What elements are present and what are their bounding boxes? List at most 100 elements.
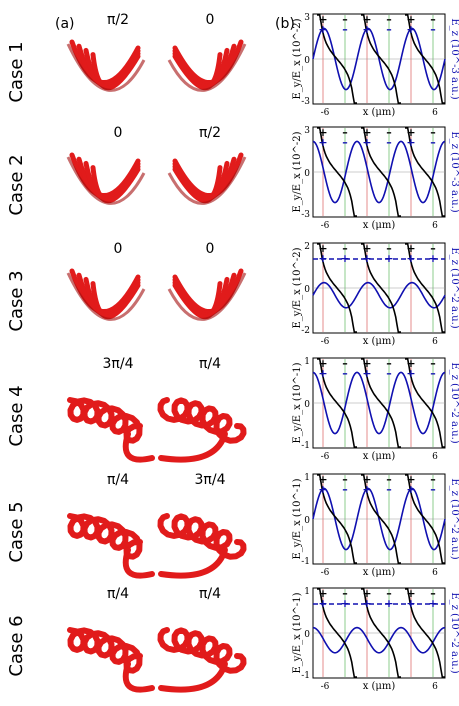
case-label: Case 3 [6, 270, 27, 331]
sign-marker-top: – [342, 587, 348, 600]
ey-ratio-series-line [317, 127, 357, 217]
sign-marker-top: + [406, 126, 415, 139]
sign-marker-top: + [318, 473, 327, 486]
sign-marker-bottom: + [406, 252, 415, 265]
ey-ratio-series-line [405, 127, 445, 217]
left-axis-label: E_y/E_x (10^-1) [292, 478, 303, 559]
x-axis-label: x (μm) [363, 451, 396, 462]
sign-marker-top: – [386, 357, 392, 370]
ey-ratio-series-line [405, 588, 445, 678]
sign-marker-bottom: – [342, 136, 348, 149]
sign-marker-bottom: + [428, 597, 437, 610]
sign-marker-bottom: – [430, 483, 436, 496]
sign-marker-top: + [362, 587, 371, 600]
sign-marker-top: – [430, 587, 436, 600]
sign-marker-bottom: + [406, 23, 415, 36]
sign-marker-bottom: + [428, 252, 437, 265]
y-tick-label: 1 [304, 357, 310, 367]
case-row: Case 2 0 π/2 + – + – + – + – + – + – 3 0 -3E_y/E_x (10^-2… [6, 125, 459, 231]
left-axis-label: E_y/E_x (10^-2) [292, 247, 303, 328]
phase-left-label: 3π/4 [103, 356, 134, 372]
panel-a-label: (a) [55, 16, 75, 32]
sign-marker-top: – [386, 587, 392, 600]
ez-series-line [312, 487, 446, 551]
sign-marker-top: – [342, 242, 348, 255]
sign-marker-bottom: + [318, 252, 327, 265]
helix-icon [66, 268, 146, 321]
y-tick-label: 1 [304, 473, 310, 483]
sign-marker-bottom: + [362, 597, 371, 610]
sign-marker-bottom: + [406, 483, 415, 496]
ez-series-line [312, 140, 446, 204]
sign-marker-bottom: – [430, 136, 436, 149]
sign-marker-bottom: + [406, 367, 415, 380]
sign-marker-top: + [362, 357, 371, 370]
sign-marker-top: – [342, 126, 348, 139]
x-tick-label: 6 [432, 221, 438, 231]
right-axis-label: E_z (10^-2 a.u.) [449, 478, 459, 559]
ey-ratio-series-line [361, 588, 401, 678]
phase-left-label: 0 [114, 241, 123, 257]
sign-marker-top: + [362, 473, 371, 486]
sign-marker-top: – [342, 13, 348, 26]
ey-ratio-series-line [317, 588, 357, 678]
sign-marker-top: + [362, 242, 371, 255]
phase-left-label: 0 [114, 125, 123, 141]
sign-marker-bottom: – [430, 23, 436, 36]
sign-marker-bottom: + [340, 252, 349, 265]
phase-right-label: 0 [206, 12, 215, 28]
ey-ratio-series-line [361, 243, 401, 333]
sign-marker-bottom: + [384, 597, 393, 610]
x-tick-label: -6 [321, 568, 330, 578]
y-tick-label: 0 [304, 516, 310, 526]
sign-marker-bottom: – [342, 23, 348, 36]
ey-ratio-series-line [317, 14, 357, 104]
y-tick-label: 3 [304, 126, 310, 136]
y-tick-label: -3 [301, 97, 310, 107]
sign-marker-top: – [386, 126, 392, 139]
case-row: Case 5 π/4 3π/4 + – + – + – + – + – + – 1 0 -1E_y/E_x (10… [6, 472, 459, 579]
y-tick-label: 0 [304, 56, 310, 66]
sign-marker-top: + [406, 13, 415, 26]
right-axis-label: E_z (10^-2 a.u.) [449, 362, 459, 443]
sign-marker-top: – [430, 126, 436, 139]
y-tick-label: 1 [304, 587, 310, 597]
helix-icon [167, 152, 247, 205]
sign-marker-bottom: + [340, 597, 349, 610]
sign-marker-bottom: – [386, 23, 392, 36]
sign-marker-bottom: + [362, 483, 371, 496]
sign-marker-top: + [406, 242, 415, 255]
x-tick-label: 6 [432, 108, 438, 118]
x-tick-label: 6 [432, 568, 438, 578]
left-axis-label: E_y/E_x (10^-2) [292, 18, 303, 99]
sign-marker-bottom: + [318, 23, 327, 36]
helix-icon [67, 513, 155, 579]
case-row: Case 30 0 + – + – + –+ + + + + +20-2E_y/E_x (10^-2) E… [6, 241, 459, 347]
sign-marker-top: – [386, 473, 392, 486]
sign-marker-bottom: + [318, 136, 327, 149]
x-axis-label: x (μm) [363, 107, 396, 118]
case-label: Case 2 [6, 154, 27, 215]
phase-left-label: π/2 [107, 12, 129, 28]
case-label: Case 6 [6, 615, 27, 676]
sign-marker-bottom: + [318, 367, 327, 380]
y-tick-label: -2 [301, 326, 310, 336]
x-tick-label: 6 [432, 337, 438, 347]
helix-icon [167, 39, 247, 92]
sign-marker-bottom: + [362, 367, 371, 380]
left-axis-label: E_y/E_x (10^-1) [292, 362, 303, 443]
cases-root: Case 1π/2 0 + – + – + –+ – + – + –30-3E_y/E_x (10^-2… [6, 12, 459, 693]
phase-left-label: π/4 [107, 586, 129, 602]
sign-marker-top: + [318, 587, 327, 600]
phase-right-label: π/4 [199, 356, 221, 372]
phase-right-label: 3π/4 [195, 472, 226, 488]
ez-series-line [312, 371, 446, 435]
x-axis-label: x (μm) [363, 681, 396, 692]
y-tick-label: -3 [301, 210, 310, 220]
y-tick-label: 0 [304, 285, 310, 295]
phase-right-label: π/4 [199, 586, 221, 602]
sign-marker-top: + [406, 357, 415, 370]
case-row: Case 6π/4 π/4 + – + – + –+ + + + + +10-1E_y/E_x (10^… [6, 586, 459, 693]
x-tick-label: -6 [321, 221, 330, 231]
